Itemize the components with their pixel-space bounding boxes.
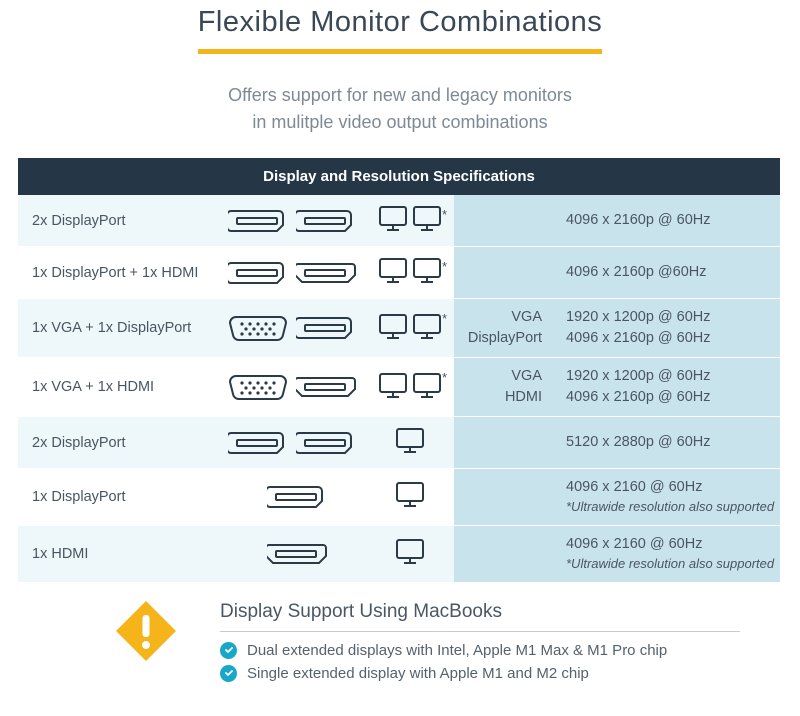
asterisk: * <box>442 207 447 222</box>
displayport-icon <box>296 206 356 236</box>
spec-table: Display and Resolution Specifications 2x… <box>18 158 780 583</box>
row-resolution: 1920 x 1200p @ 60Hz4096 x 2160p @ 60Hz <box>552 299 780 358</box>
asterisk: * <box>442 370 447 385</box>
row-monitor-icons <box>366 469 454 526</box>
row-label: 2x DisplayPort <box>18 195 228 247</box>
row-monitor-icons: * <box>366 358 454 417</box>
row-port-icons <box>228 525 366 582</box>
hdmi-icon <box>296 372 356 402</box>
monitor-icon <box>412 372 442 399</box>
page-subtitle: Offers support for new and legacy monito… <box>0 82 800 136</box>
row-type-labels <box>454 525 552 582</box>
monitor-icon <box>378 205 408 232</box>
monitor-icon <box>395 481 425 508</box>
macbook-list-item: Dual extended displays with Intel, Apple… <box>220 642 800 659</box>
divider <box>220 631 740 632</box>
row-type-labels: VGADisplayPort <box>454 299 552 358</box>
displayport-icon <box>228 258 288 288</box>
vga-icon <box>228 372 288 402</box>
subtitle-line-2: in mulitple video output combinations <box>252 112 547 132</box>
table-row: 1x VGA + 1x HDMI * VGAHDMI1920 x 1200p @ 6… <box>18 358 780 417</box>
row-monitor-icons: * <box>366 299 454 358</box>
check-icon <box>220 642 237 659</box>
row-port-icons <box>228 417 366 469</box>
row-label: 1x HDMI <box>18 525 228 582</box>
row-port-icons <box>228 469 366 526</box>
vga-icon <box>228 313 288 343</box>
row-type-labels <box>454 195 552 247</box>
displayport-icon <box>228 206 288 236</box>
subtitle-line-1: Offers support for new and legacy monito… <box>228 85 572 105</box>
table-row: 1x DisplayPort + 1x HDMI * 4096 x 2160p @6… <box>18 247 780 299</box>
monitor-icon <box>395 427 425 454</box>
row-resolution: 4096 x 2160p @60Hz <box>552 247 780 299</box>
row-type-labels <box>454 247 552 299</box>
table-row: 2x DisplayPort * 4096 x 2160p @ 60Hz <box>18 195 780 247</box>
row-label: 1x VGA + 1x HDMI <box>18 358 228 417</box>
table-header-row: Display and Resolution Specifications <box>18 158 780 195</box>
row-resolution: 1920 x 1200p @ 60Hz4096 x 2160p @ 60Hz <box>552 358 780 417</box>
macbook-item-text: Dual extended displays with Intel, Apple… <box>247 642 667 659</box>
macbook-section: Display Support Using MacBooks Dual exte… <box>0 595 800 688</box>
monitor-icon <box>378 313 408 340</box>
monitor-icon <box>412 313 442 340</box>
row-type-labels: VGAHDMI <box>454 358 552 417</box>
asterisk: * <box>442 311 447 326</box>
monitor-icon <box>412 205 442 232</box>
page-title: Flexible Monitor Combinations <box>198 6 603 54</box>
hdmi-icon <box>296 258 356 288</box>
row-port-icons <box>228 247 366 299</box>
row-monitor-icons <box>366 525 454 582</box>
row-port-icons <box>228 358 366 417</box>
macbook-list-item: Single extended display with Apple M1 an… <box>220 665 800 682</box>
row-label: 1x VGA + 1x DisplayPort <box>18 299 228 358</box>
macbook-title: Display Support Using MacBooks <box>220 601 800 623</box>
displayport-icon <box>267 482 327 512</box>
macbook-item-text: Single extended display with Apple M1 an… <box>247 665 589 682</box>
row-resolution: 5120 x 2880p @ 60Hz <box>552 417 780 469</box>
monitor-icon <box>378 257 408 284</box>
row-resolution: 4096 x 2160 @ 60Hz*Ultrawide resolution … <box>552 525 780 582</box>
hdmi-icon <box>267 539 327 569</box>
displayport-icon <box>296 313 356 343</box>
row-label: 2x DisplayPort <box>18 417 228 469</box>
table-row: 2x DisplayPort 5120 x 2880p @ 60Hz <box>18 417 780 469</box>
table-row: 1x DisplayPort 4096 x 2160 @ 60Hz*Ultrawi… <box>18 469 780 526</box>
table-row: 1x VGA + 1x DisplayPort * VGADisplayPort19… <box>18 299 780 358</box>
row-resolution: 4096 x 2160p @ 60Hz <box>552 195 780 247</box>
row-monitor-icons <box>366 417 454 469</box>
row-type-labels <box>454 417 552 469</box>
monitor-icon <box>395 538 425 565</box>
check-icon <box>220 665 237 682</box>
row-port-icons <box>228 299 366 358</box>
row-label: 1x DisplayPort + 1x HDMI <box>18 247 228 299</box>
displayport-icon <box>296 428 356 458</box>
warning-icon <box>110 595 182 667</box>
displayport-icon <box>228 428 288 458</box>
asterisk: * <box>442 259 447 274</box>
row-label: 1x DisplayPort <box>18 469 228 526</box>
row-type-labels <box>454 469 552 526</box>
table-row: 1x HDMI 4096 x 2160 @ 60Hz*Ultrawide reso… <box>18 525 780 582</box>
row-monitor-icons: * <box>366 195 454 247</box>
monitor-icon <box>378 372 408 399</box>
monitor-icon <box>412 257 442 284</box>
row-port-icons <box>228 195 366 247</box>
table-header: Display and Resolution Specifications <box>18 158 780 195</box>
row-resolution: 4096 x 2160 @ 60Hz*Ultrawide resolution … <box>552 469 780 526</box>
row-monitor-icons: * <box>366 247 454 299</box>
